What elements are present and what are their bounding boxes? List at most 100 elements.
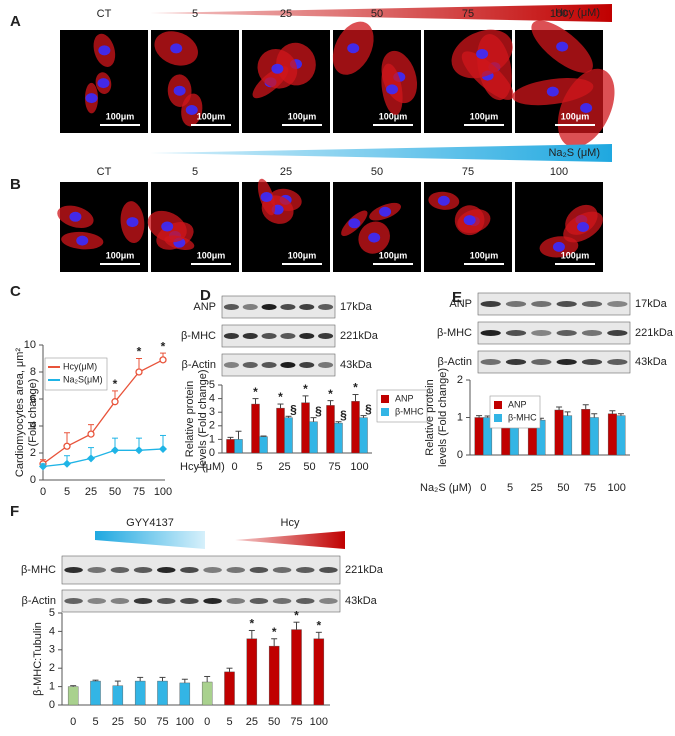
blot-band — [318, 333, 334, 339]
bar — [226, 439, 235, 454]
y-tick-label: 5 — [209, 379, 215, 391]
blot-band — [505, 330, 527, 336]
significance: § — [315, 404, 322, 418]
bar — [589, 417, 599, 456]
y-tick-label: 2 — [49, 662, 55, 674]
blot — [477, 321, 631, 345]
nucleus — [173, 85, 186, 96]
blot-size: 43kDa — [340, 359, 373, 371]
legend-swatch — [494, 401, 502, 409]
point — [111, 446, 119, 455]
x-tick-label: 25 — [246, 716, 258, 728]
blot-band — [581, 301, 603, 307]
x-tick-label: 0 — [231, 461, 237, 473]
blot-band — [607, 301, 628, 307]
y-tick-label: 10 — [24, 339, 36, 351]
point — [63, 459, 71, 468]
condition-label: 50 — [371, 166, 383, 178]
legend-swatch — [381, 408, 389, 416]
bar — [259, 436, 268, 454]
blot-band — [318, 362, 334, 368]
blot-band — [133, 598, 153, 604]
blot-band — [156, 567, 176, 573]
blot-band — [581, 330, 603, 336]
y-tick-label: 0 — [209, 447, 215, 459]
condition-label: 50 — [371, 8, 383, 20]
blot-band — [242, 333, 258, 339]
blot-band — [319, 567, 338, 573]
blot-band — [280, 333, 296, 339]
nucleus — [98, 45, 111, 56]
nucleus — [76, 235, 89, 246]
significance: * — [253, 385, 258, 399]
condition-label: 5 — [192, 8, 198, 20]
condition-label: 25 — [280, 166, 292, 178]
significance: * — [161, 339, 166, 353]
blot-size: 221kDa — [340, 330, 379, 342]
bar — [291, 629, 302, 706]
gradient-wedge — [150, 144, 612, 162]
point — [159, 356, 167, 364]
scale-bar-label: 100μm — [561, 250, 590, 260]
nucleus — [85, 93, 98, 104]
scale-bar-label: 100μm — [470, 111, 499, 121]
bar — [90, 680, 101, 706]
bar — [351, 401, 360, 454]
bar — [301, 402, 310, 454]
blot-band — [480, 359, 501, 365]
bar — [554, 409, 564, 456]
bar — [157, 680, 168, 706]
blot-band — [110, 598, 130, 604]
scale-bar-label: 100μm — [106, 250, 135, 260]
x-tick-label: 5 — [226, 716, 232, 728]
blot-size: 43kDa — [345, 595, 378, 607]
nucleus — [161, 221, 174, 232]
legend-label: β-MHC — [395, 406, 424, 416]
nucleus — [580, 103, 593, 114]
bar — [313, 638, 325, 706]
gradient-label: Hcy (μM) — [555, 7, 600, 19]
bar — [326, 405, 335, 454]
blot-band — [87, 567, 107, 573]
bar — [67, 686, 79, 706]
y-tick-label: 3 — [49, 644, 55, 656]
y-tick-label: 6 — [30, 393, 36, 405]
x-tick-label: 25 — [85, 486, 97, 498]
condition-label: 25 — [280, 8, 292, 20]
legend-box — [489, 395, 541, 429]
legend-label: ANP — [395, 393, 414, 403]
significance: * — [353, 381, 358, 395]
nucleus — [476, 48, 489, 59]
blot-band — [261, 304, 277, 310]
panel-label: E — [452, 289, 462, 306]
point — [159, 444, 167, 453]
x-tick-label: 100 — [176, 716, 194, 728]
y-axis-label: levels (Fold change) — [197, 369, 209, 468]
blot-band — [203, 567, 222, 573]
blot-band — [581, 359, 603, 365]
nucleus — [577, 221, 590, 232]
x-tick-label: 100 — [350, 461, 368, 473]
scale-bar-label: 100μm — [197, 250, 226, 260]
bar — [334, 422, 343, 454]
legend-box — [44, 357, 108, 391]
blot-band — [223, 362, 239, 368]
x-tick-label: 75 — [156, 716, 168, 728]
legend-swatch — [381, 395, 389, 403]
blot-label: ANP — [449, 298, 472, 310]
blot-size: 43kDa — [635, 356, 668, 368]
x-tick-label: 75 — [328, 461, 340, 473]
point — [111, 398, 119, 406]
blot-band — [261, 362, 277, 368]
nucleus — [185, 104, 198, 115]
blot-size: 17kDa — [340, 301, 373, 313]
nucleus — [386, 84, 399, 95]
x-tick-label: 25 — [278, 461, 290, 473]
y-axis-label: β-MHC:Tubulin — [32, 622, 44, 696]
legend-label: β-MHC — [508, 412, 537, 422]
blot-band — [556, 330, 577, 336]
panel-label: C — [10, 283, 21, 300]
nucleus — [348, 218, 361, 229]
blot-band — [480, 301, 501, 307]
